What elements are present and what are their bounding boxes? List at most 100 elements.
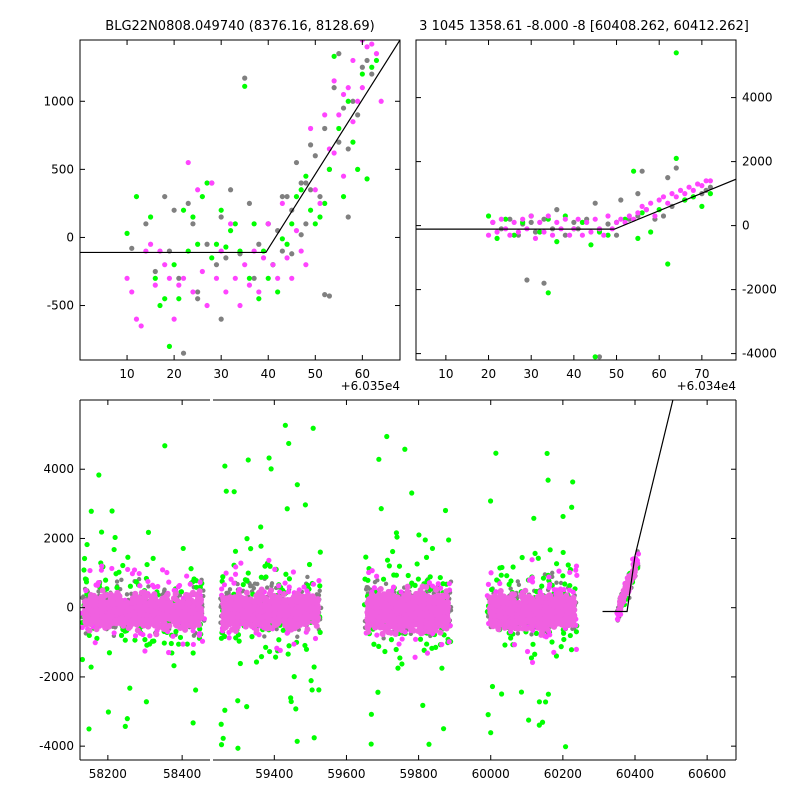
bottom-point-pink-core <box>275 615 282 622</box>
top-right-point-s2 <box>507 232 513 238</box>
bottom-point-green <box>519 554 525 561</box>
bottom-point-pink-core <box>82 598 89 605</box>
bottom-point-green <box>283 571 289 577</box>
bottom-point-pink-core <box>437 629 444 636</box>
top-left-point-s0 <box>279 248 285 254</box>
bottom-point-green <box>288 698 294 705</box>
bottom-point-pink-core <box>257 608 264 615</box>
bottom-point-pink-core <box>427 605 434 612</box>
bottom-point-green <box>533 630 539 636</box>
bottom-point-pink <box>374 632 380 638</box>
bottom-point-green <box>526 717 532 723</box>
top-right-model-line <box>416 178 736 230</box>
bottom-point-pink-core <box>280 599 287 606</box>
bottom-point-green <box>393 646 399 653</box>
bottom-point-pink <box>488 570 494 576</box>
top-left-point-s2 <box>176 282 182 288</box>
bottom-point-pink-core <box>116 605 123 612</box>
bottom-point-pink-core <box>401 605 408 612</box>
bottom-point-green <box>184 641 190 647</box>
x-tick-label: 70 <box>694 367 709 381</box>
top-left-point-s2 <box>336 112 342 118</box>
bottom-point-pink <box>304 588 310 594</box>
top-left-point-s1 <box>350 139 356 145</box>
bottom-point-pink <box>131 567 138 573</box>
bottom-point-pink <box>290 569 297 575</box>
bottom-point-pink-core <box>262 598 269 605</box>
bottom-point-pink-core <box>305 592 312 599</box>
bottom-point-pink-core <box>294 590 301 597</box>
top-left-point-s2 <box>124 275 130 281</box>
top-right-point-s0 <box>618 197 624 203</box>
bottom-point-pink <box>435 581 441 587</box>
bottom-point-pink <box>272 566 278 572</box>
top-left-point-s2 <box>152 282 158 288</box>
bottom-point-green <box>417 636 424 642</box>
top-right-point-s2 <box>562 216 568 222</box>
bottom-point-pink-core <box>377 586 384 593</box>
top-right-point-s2 <box>690 187 696 193</box>
bottom-point-green <box>180 545 186 552</box>
bottom-point-pink-core <box>393 604 400 611</box>
bottom-point-pink-core <box>83 604 90 611</box>
bottom-point-pink-core <box>194 611 201 618</box>
bottom-point-pink-core <box>140 604 147 611</box>
top-right-point-s2 <box>605 213 611 219</box>
x-offset-label: +6.034e4 <box>677 379 736 393</box>
bottom-point-green <box>426 741 432 747</box>
bottom-point-green <box>365 577 371 583</box>
bottom-point-pink-core <box>387 623 394 630</box>
bottom-point-green <box>568 647 575 653</box>
bottom-point-pink-core <box>293 615 300 622</box>
bottom-point-grey <box>375 578 380 583</box>
bottom-point-green <box>380 576 387 582</box>
bottom-point-pink-core <box>290 624 297 631</box>
bottom-point-green <box>497 565 503 571</box>
bottom-point-pink-core <box>400 620 407 627</box>
top-left-point-s0 <box>331 85 337 91</box>
top-right-point-s0 <box>524 277 530 283</box>
bottom-point-pink-core <box>414 592 421 599</box>
bottom-point-pink <box>159 567 166 573</box>
bottom-point-green <box>150 555 156 561</box>
bottom-point-green <box>112 534 118 541</box>
bottom-point-green <box>540 575 547 581</box>
bottom-point-green <box>437 574 443 581</box>
top-left-point-s0 <box>152 268 158 275</box>
bottom-point-pink-core <box>136 606 143 613</box>
bottom-point-pink <box>155 583 161 590</box>
bottom-point-green <box>488 730 494 736</box>
bottom-point-pink <box>238 560 244 566</box>
bottom-point-green <box>190 720 196 726</box>
bottom-point-pink-core <box>86 627 93 634</box>
bottom-point-pink-core <box>402 593 409 600</box>
bottom-point-pink <box>529 557 535 563</box>
top-left-point-s1 <box>340 193 347 200</box>
bottom-point-green <box>368 711 374 717</box>
x-tick-label: 60 <box>355 367 370 381</box>
bottom-point-green <box>218 635 225 641</box>
bottom-point-pink <box>151 584 157 590</box>
bottom-point-green <box>416 532 422 538</box>
top-left-point-s0 <box>336 139 342 145</box>
top-left-point-s1 <box>157 302 163 309</box>
bottom-point-green <box>561 636 567 643</box>
x-tick-label: 60 <box>652 367 667 381</box>
top-left-point-s0 <box>317 193 323 200</box>
bottom-point-green <box>132 637 138 643</box>
bottom-point-green <box>560 549 566 556</box>
bottom-point-pink-core <box>140 622 147 629</box>
bottom-point-pink-core <box>178 601 185 608</box>
bottom-point-pink-core <box>257 592 264 599</box>
bottom-point-green <box>80 656 85 663</box>
bottom-point-pink <box>546 574 552 580</box>
bottom-point-pink-core <box>193 618 200 625</box>
bottom-point-pink-core <box>169 614 176 621</box>
bottom-point-pink-core <box>410 627 417 634</box>
bottom-point-pink <box>137 583 143 589</box>
bottom-point-green <box>245 457 251 463</box>
bottom-point-green <box>402 446 408 452</box>
bottom-point-green <box>272 654 279 660</box>
top-right-point-s2 <box>579 232 586 238</box>
bottom-point-green <box>531 515 537 521</box>
